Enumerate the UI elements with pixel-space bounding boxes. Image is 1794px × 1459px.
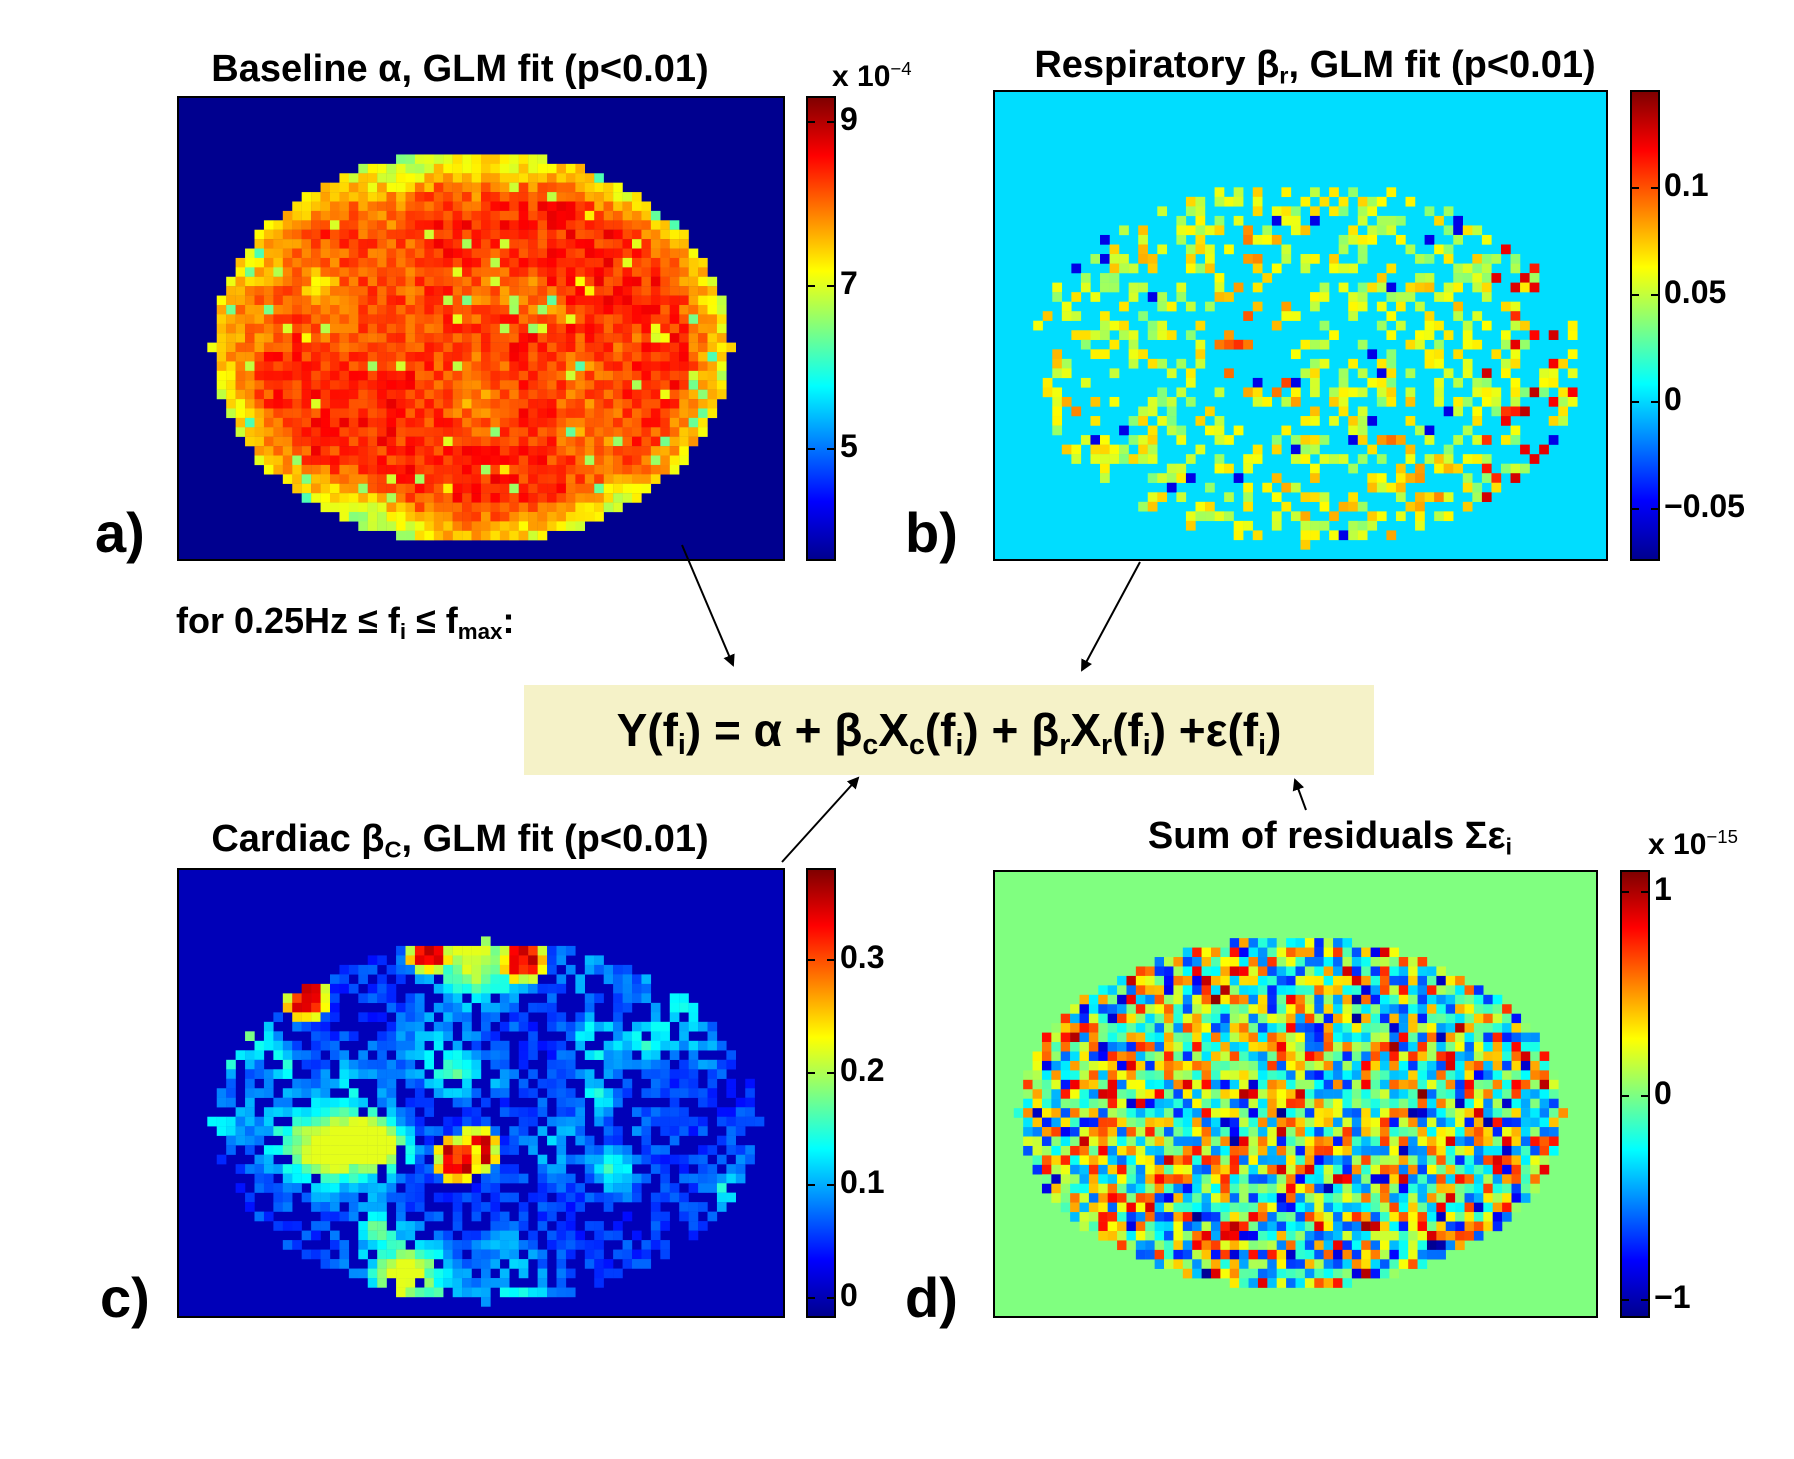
residuals-heatmap [995,872,1596,1316]
colorbar-tick-mark [1651,401,1658,404]
colorbar-tick-mark [827,959,834,961]
glm-equation-box: Y(fi) = α + βcXc(fi) + βrXr(fi) +ε(fi) [524,685,1374,775]
panel-c-colorbar [806,868,836,1318]
colorbar-tick-label: 0.1 [840,1164,885,1200]
panel-c-label: c) [100,1266,150,1329]
colorbar-tick-label: 5 [840,427,858,464]
panel-a-colorbar [806,96,836,561]
colorbar-tick-mark [1632,508,1639,511]
respiratory-beta-heatmap [995,92,1606,559]
colorbar-tick-mark [827,1296,834,1299]
panel-a-label: a) [95,501,145,564]
colorbar-tick-label: 0.2 [840,1051,885,1088]
colorbar-tick-label: −1 [1654,1278,1691,1315]
colorbar-tick-mark [1651,294,1658,297]
arrow-a-to-equation [681,544,735,667]
glm-equation: Y(fi) = α + βcXc(fi) + βrXr(fi) +ε(fi) [616,704,1282,761]
colorbar-tick-label: 0.3 [840,939,885,975]
panel-b-respiratory-map [993,90,1608,561]
colorbar-tick-mark [827,447,834,450]
panel-c-title: Cardiac βC, GLM fit (p<0.01) [211,818,709,863]
arrow-c-to-equation [781,776,860,863]
colorbar-tick-label: 0 [1664,381,1682,418]
colorbar-tick-mark [1622,891,1629,894]
frequency-condition: for 0.25Hz ≤ fi ≤ fmax: [176,600,515,645]
colorbar-tick-mark [1622,1095,1629,1097]
panel-d-residuals-map [993,870,1598,1318]
colorbar-tick-mark [827,1071,834,1074]
panel-b-colorbar [1630,90,1660,561]
panel-b-title: Respiratory βr, GLM fit (p<0.01) [1034,44,1596,89]
colorbar-tick-label: 7 [840,264,858,301]
colorbar-tick-mark [808,1071,815,1074]
panel-a-baseline-map [177,96,785,561]
panel-a-title: Baseline α, GLM fit (p<0.01) [211,48,709,90]
panel-b-label: b) [905,501,958,564]
colorbar-tick-mark [1632,187,1639,190]
colorbar-tick-mark [1651,508,1658,511]
cardiac-beta-heatmap [179,870,783,1316]
colorbar-tick-mark [808,284,815,287]
panel-c-cardiac-map [177,868,785,1318]
colorbar-tick-mark [1632,401,1639,404]
colorbar-tick-mark [1641,1298,1648,1301]
colorbar-tick-mark [808,1184,815,1186]
colorbar-tick-label: 0.1 [1664,167,1709,204]
colorbar-tick-mark [827,284,834,287]
colorbar-tick-mark [808,121,815,124]
colorbar-tick-label: −0.05 [1664,488,1745,525]
colorbar-tick-label: 1 [1654,871,1672,908]
panel-a-colorbar-exponent: x 10−4 [832,57,912,93]
colorbar-tick-mark [827,121,834,124]
panel-d-colorbar [1620,870,1650,1318]
colorbar-tick-label: 9 [840,101,858,138]
colorbar-tick-mark [1622,1298,1629,1301]
colorbar-tick-label: 0 [1654,1075,1672,1111]
colorbar-tick-mark [1641,1095,1648,1097]
arrow-d-to-equation [1292,778,1307,811]
colorbar-tick-mark [1651,187,1658,190]
arrow-b-to-equation [1081,561,1141,672]
colorbar-tick-mark [1632,294,1639,297]
panel-d-colorbar-exponent: x 10−15 [1648,825,1738,861]
colorbar-tick-label: 0 [840,1276,858,1313]
colorbar-tick-mark [808,1296,815,1299]
panel-d-label: d) [905,1266,958,1329]
panel-d-title: Sum of residuals Σεi [1147,815,1513,860]
colorbar-tick-mark [1641,891,1648,894]
colorbar-tick-mark [808,959,815,961]
baseline-alpha-heatmap [179,98,783,559]
colorbar-tick-mark [808,447,815,450]
colorbar-tick-mark [827,1184,834,1186]
colorbar-tick-label: 0.05 [1664,274,1727,311]
